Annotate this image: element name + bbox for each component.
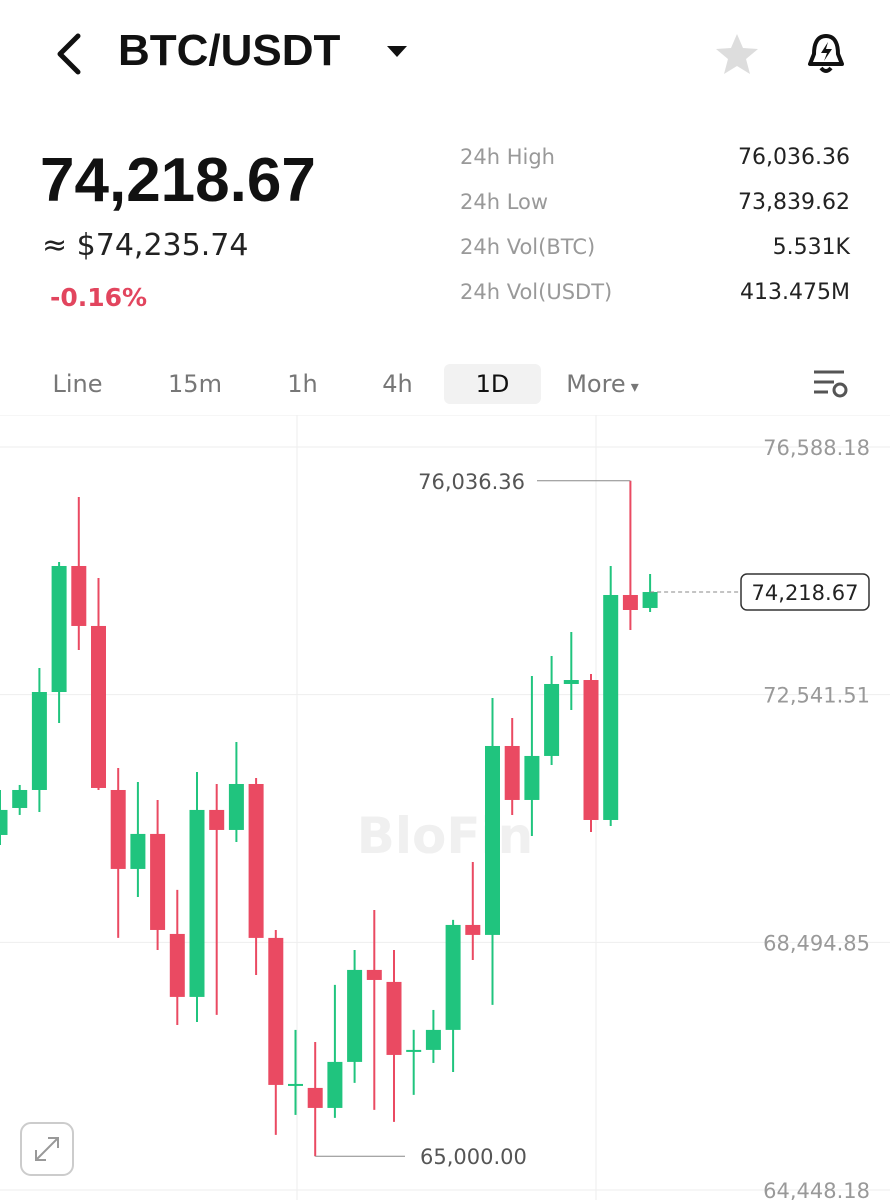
candle-body <box>130 833 146 869</box>
candle-body <box>642 592 658 608</box>
candle-body <box>425 1029 441 1050</box>
candle-body <box>209 809 225 830</box>
candle-body <box>485 745 500 935</box>
pair-title[interactable]: BTC/USDT <box>118 26 341 75</box>
candlestick-chart: BloFin 76,588.18 72,541.51 68,494.85 64,448.… <box>0 415 890 1200</box>
candle-body <box>248 783 264 938</box>
stat-value: 5.531K <box>772 235 850 260</box>
candle-body <box>386 981 402 1055</box>
candle-body <box>0 809 8 835</box>
last-price: 74,218.67 <box>40 146 316 215</box>
high-annotation: 76,036.36 <box>418 470 525 494</box>
candle-body <box>622 594 638 610</box>
stat-label: 24h High <box>460 145 555 169</box>
dropdown-caret: ▾ <box>625 377 639 396</box>
interval-tab[interactable]: 1h <box>287 370 318 398</box>
candle-body <box>445 924 461 1030</box>
candle-body <box>327 1061 343 1108</box>
candle-body <box>288 1083 303 1086</box>
interval-tab[interactable]: Line <box>52 370 103 398</box>
candle-body <box>169 933 185 997</box>
usd-price: ≈ $74,235.74 <box>42 228 249 263</box>
interval-tab[interactable]: 15m <box>168 370 222 398</box>
y-tick-label: 76,588.18 <box>763 436 870 460</box>
alert-bell[interactable] <box>806 32 846 76</box>
candle-body <box>51 565 67 693</box>
candle-body <box>110 789 126 869</box>
y-tick-label: 64,448.18 <box>763 1179 870 1200</box>
candle-body <box>465 924 481 935</box>
candle-body <box>603 594 619 820</box>
stat-label: 24h Vol(BTC) <box>460 235 596 259</box>
candle-body <box>366 969 382 980</box>
candle-body <box>91 625 106 788</box>
interval-tab[interactable]: 4h <box>382 370 413 398</box>
candle-body <box>71 565 87 626</box>
chart-settings[interactable] <box>812 368 850 400</box>
pair-dropdown[interactable] <box>385 44 409 60</box>
candle-body <box>228 783 244 830</box>
candle-body <box>524 755 540 800</box>
price-change: -0.16% <box>50 283 148 312</box>
interval-tab[interactable]: More ▾ <box>566 370 639 398</box>
candle-body <box>504 745 520 800</box>
expand-button[interactable] <box>20 1122 74 1176</box>
stat-label: 24h Vol(USDT) <box>460 280 613 304</box>
stat-value: 413.475M <box>740 280 850 305</box>
stat-value: 76,036.36 <box>738 145 850 170</box>
last-price-tag <box>740 573 870 611</box>
candle-body <box>563 680 579 684</box>
y-tick-label: 68,494.85 <box>763 931 870 955</box>
candle-body <box>268 937 284 1085</box>
last-price-label: 74,218.67 <box>752 581 859 605</box>
y-tick-label: 72,541.51 <box>763 684 870 708</box>
candle-body <box>544 683 560 756</box>
stat-value: 73,839.62 <box>738 190 850 215</box>
candle-body <box>189 809 205 997</box>
candle-body <box>31 692 47 790</box>
candle-body <box>307 1087 323 1108</box>
back-button[interactable] <box>50 32 90 76</box>
candle-body <box>12 789 28 808</box>
candle-body <box>406 1049 422 1052</box>
favorite-star[interactable] <box>714 32 760 76</box>
candle-body <box>347 969 363 1062</box>
stat-label: 24h Low <box>460 190 549 214</box>
candle-body <box>150 833 166 930</box>
candle-body <box>583 680 599 820</box>
low-annotation: 65,000.00 <box>420 1145 527 1169</box>
watermark: BloFin <box>357 807 534 865</box>
interval-tab[interactable]: 1D <box>444 364 541 404</box>
